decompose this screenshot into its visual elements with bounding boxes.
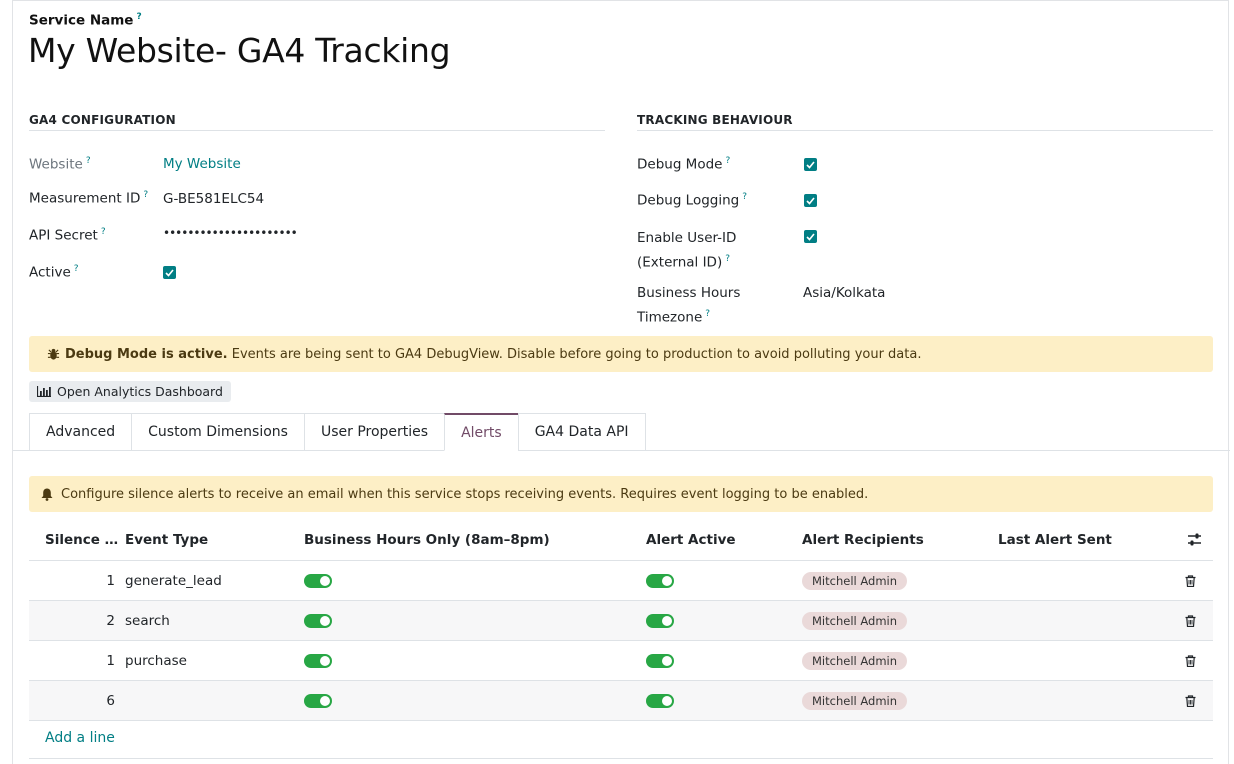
- column-header-alert-recipients[interactable]: Alert Recipients: [802, 532, 924, 548]
- api-secret-field[interactable]: ••••••••••••••••••••••: [163, 226, 298, 240]
- alerts-info-banner: Configure silence alerts to receive an e…: [29, 476, 1213, 512]
- website-link[interactable]: My Website: [163, 156, 241, 172]
- open-analytics-dashboard-button[interactable]: Open Analytics Dashboard: [29, 381, 231, 402]
- silence-cell: 6: [106, 693, 115, 709]
- ga4-config-heading: GA4 CONFIGURATION: [29, 113, 176, 127]
- bar-chart-icon: [37, 386, 51, 397]
- recipient-tag: Mitchell Admin: [802, 652, 908, 670]
- service-name-label: Service Name?: [29, 12, 142, 29]
- event-type-cell: generate_lead: [125, 573, 222, 589]
- help-icon[interactable]: ?: [73, 264, 79, 274]
- debug-banner-bold: Debug Mode is active.: [65, 346, 228, 362]
- help-icon[interactable]: ?: [725, 254, 730, 264]
- column-header-alert-active[interactable]: Alert Active: [646, 532, 736, 548]
- table-row[interactable]: 1 generate_lead Mitchell Admin: [29, 560, 1213, 600]
- timezone-label: Business Hours Timezone?: [637, 285, 741, 326]
- user-id-label: Enable User-ID (External ID)?: [637, 230, 737, 271]
- alert-active-toggle[interactable]: [646, 614, 674, 628]
- divider: [637, 130, 1213, 131]
- table-footer-line: [29, 758, 1213, 759]
- active-checkbox[interactable]: [163, 266, 176, 279]
- tab-advanced[interactable]: Advanced: [29, 413, 132, 451]
- check-icon: [806, 160, 815, 169]
- measurement-id-field[interactable]: G-BE581ELC54: [163, 191, 265, 207]
- page-title[interactable]: My Website- GA4 Tracking: [28, 31, 451, 70]
- api-secret-label: API Secret?: [29, 227, 106, 244]
- event-type-cell: search: [125, 613, 170, 629]
- debug-logging-checkbox[interactable]: [804, 194, 817, 207]
- alert-active-toggle[interactable]: [646, 694, 674, 708]
- event-type-cell: purchase: [125, 653, 187, 669]
- tab-user-properties[interactable]: User Properties: [303, 413, 445, 451]
- user-id-checkbox[interactable]: [804, 230, 817, 243]
- notebook-tabs: Advanced Custom Dimensions User Properti…: [29, 413, 646, 451]
- silence-cell: 1: [106, 653, 115, 669]
- column-header-event-type[interactable]: Event Type: [125, 532, 209, 548]
- trash-icon[interactable]: [1185, 655, 1196, 667]
- help-icon[interactable]: ?: [742, 192, 748, 202]
- timezone-field[interactable]: Asia/Kolkata: [803, 285, 886, 301]
- debug-banner-text: Events are being sent to GA4 DebugView. …: [227, 346, 922, 362]
- form-sheet: Service Name? My Website- GA4 Tracking G…: [12, 0, 1230, 764]
- help-icon[interactable]: ?: [725, 156, 731, 166]
- add-a-line-link[interactable]: Add a line: [45, 730, 115, 746]
- active-label: Active?: [29, 264, 79, 281]
- trash-icon[interactable]: [1185, 695, 1196, 707]
- alert-active-toggle[interactable]: [646, 574, 674, 588]
- tab-alerts[interactable]: Alerts: [444, 413, 518, 451]
- column-settings-icon[interactable]: [1187, 532, 1202, 547]
- recipient-tag: Mitchell Admin: [802, 692, 908, 710]
- help-icon[interactable]: ?: [100, 227, 106, 237]
- help-icon[interactable]: ?: [143, 190, 149, 200]
- check-icon: [165, 268, 174, 277]
- table-row[interactable]: 1 purchase Mitchell Admin: [29, 640, 1213, 680]
- tab-ga4-data-api[interactable]: GA4 Data API: [517, 413, 646, 451]
- help-icon[interactable]: ?: [705, 309, 711, 319]
- column-header-silence[interactable]: Silence …: [45, 532, 119, 548]
- silence-cell: 2: [106, 613, 115, 629]
- table-row[interactable]: 6 Mitchell Admin: [29, 680, 1213, 721]
- tracking-heading: TRACKING BEHAVIOUR: [637, 113, 793, 127]
- help-icon[interactable]: ?: [136, 12, 142, 22]
- debug-logging-label: Debug Logging?: [637, 192, 748, 209]
- column-header-business-hours[interactable]: Business Hours Only (8am–8pm): [304, 532, 550, 548]
- business-hours-toggle[interactable]: [304, 654, 332, 668]
- measurement-id-label: Measurement ID?: [29, 190, 149, 207]
- business-hours-toggle[interactable]: [304, 614, 332, 628]
- silence-cell: 1: [106, 573, 115, 589]
- check-icon: [806, 232, 815, 241]
- website-label: Website?: [29, 156, 91, 173]
- business-hours-toggle[interactable]: [304, 574, 332, 588]
- alert-active-toggle[interactable]: [646, 654, 674, 668]
- recipient-tag: Mitchell Admin: [802, 612, 908, 630]
- tab-custom-dimensions[interactable]: Custom Dimensions: [131, 413, 304, 451]
- debug-mode-label: Debug Mode?: [637, 156, 731, 173]
- help-icon[interactable]: ?: [85, 156, 91, 166]
- table-row[interactable]: 2 search Mitchell Admin: [29, 600, 1213, 640]
- debug-warning-banner: Debug Mode is active. Events are being s…: [29, 336, 1213, 372]
- trash-icon[interactable]: [1185, 615, 1196, 627]
- check-icon: [806, 196, 815, 205]
- bell-icon: [41, 488, 53, 501]
- divider: [29, 130, 605, 131]
- trash-icon[interactable]: [1185, 575, 1196, 587]
- business-hours-toggle[interactable]: [304, 694, 332, 708]
- recipient-tag: Mitchell Admin: [802, 572, 908, 590]
- bug-icon: [47, 348, 60, 360]
- column-header-last-alert-sent[interactable]: Last Alert Sent: [998, 532, 1112, 548]
- debug-mode-checkbox[interactable]: [804, 158, 817, 171]
